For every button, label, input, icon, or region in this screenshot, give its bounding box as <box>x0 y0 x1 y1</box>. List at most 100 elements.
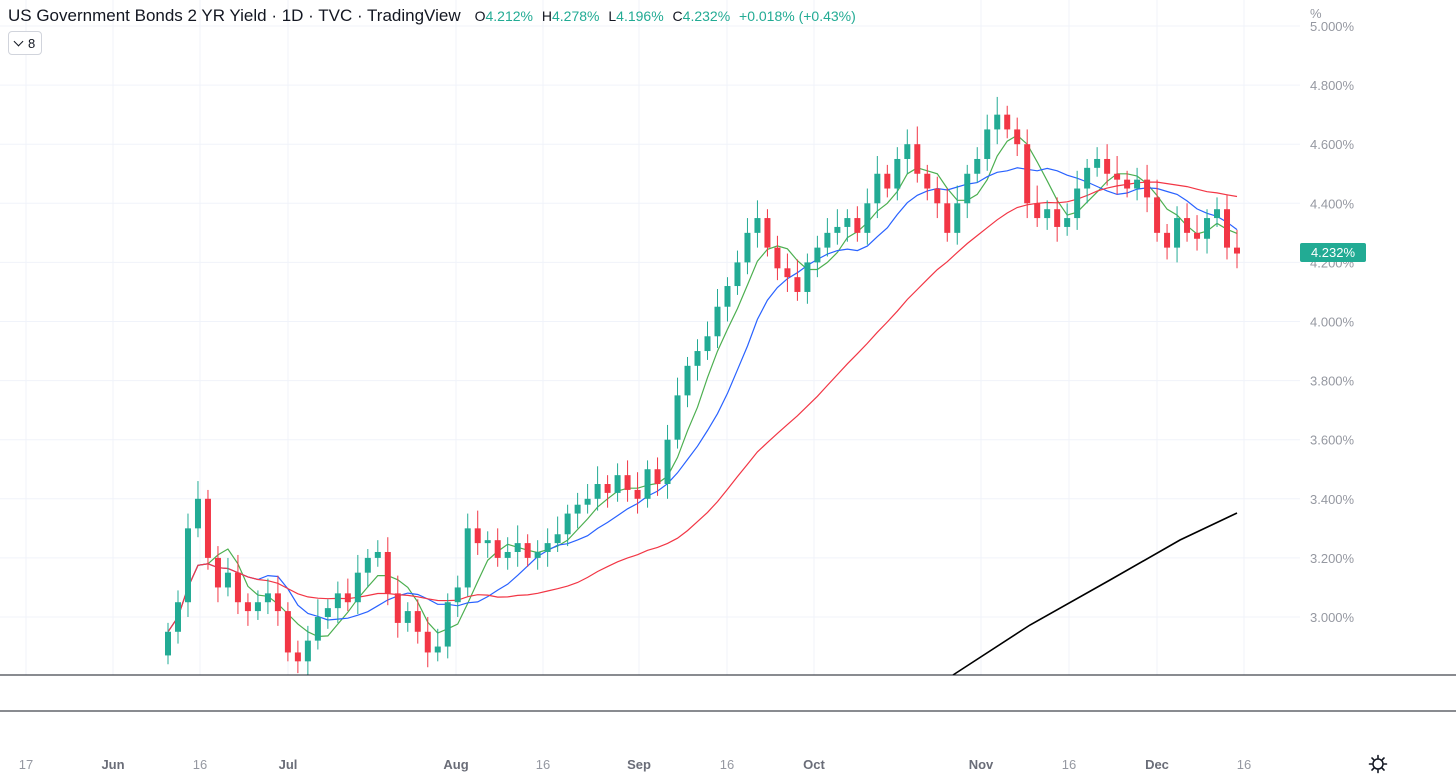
candle-body <box>694 351 701 366</box>
candle-body <box>584 498 591 505</box>
gear-icon[interactable] <box>1368 754 1388 774</box>
candle-body <box>634 489 641 499</box>
candle-body <box>794 277 801 292</box>
candle-body <box>1214 209 1221 219</box>
moving-average-line <box>167 181 1238 633</box>
candle-body <box>1084 167 1091 189</box>
candle-body <box>964 173 971 204</box>
x-tick-label: Nov <box>969 757 994 772</box>
candle-body <box>554 534 561 544</box>
chart-grid <box>0 0 1300 675</box>
price-unit-label: % <box>1310 6 1322 21</box>
y-tick-label: 3.000% <box>1310 610 1355 625</box>
chevron-down-icon <box>13 36 24 47</box>
y-tick-label: 3.400% <box>1310 492 1355 507</box>
candle-body <box>814 247 821 263</box>
candle-body <box>224 572 231 588</box>
y-tick-label: 4.000% <box>1310 315 1355 330</box>
candle-body <box>254 602 261 612</box>
candle-body <box>1094 158 1101 168</box>
candle-body <box>354 572 361 603</box>
candle-body <box>724 286 731 307</box>
candle-body <box>894 158 901 189</box>
candle-body <box>1004 114 1011 130</box>
candle-body <box>1054 209 1061 227</box>
low-value: 4.196% <box>616 8 664 24</box>
svg-text:4.232%: 4.232% <box>1311 245 1356 260</box>
x-tick-label: Aug <box>443 757 468 772</box>
candle-body <box>914 144 921 174</box>
ohlc-values: O4.212% H4.278% L4.196% C4.232% +0.018% … <box>475 8 856 24</box>
candle-body <box>1204 218 1211 239</box>
x-tick-label: 16 <box>720 757 734 772</box>
indicators-toggle-button[interactable]: 8 <box>8 31 43 55</box>
price-axis[interactable]: 3.000%3.200%3.400%3.600%3.800%4.000%4.20… <box>1310 19 1355 625</box>
y-tick-label: 4.800% <box>1310 78 1355 93</box>
candle-body <box>174 602 181 632</box>
candle-body <box>764 218 771 248</box>
candle-body <box>824 232 831 248</box>
candle-body <box>1044 209 1051 219</box>
candle-body <box>804 262 811 292</box>
candle-body <box>564 513 571 535</box>
candle-body <box>744 232 751 263</box>
candle-body <box>754 218 761 233</box>
chart-header: US Government Bonds 2 YR Yield · 1D · TV… <box>8 6 856 26</box>
time-axis[interactable]: 17 Jun 16 Jul Aug 16 Sep 16 Oct Nov 16 Dec 16 <box>19 757 1251 772</box>
candle-body <box>974 158 981 174</box>
candle-body <box>1194 232 1201 239</box>
candle-body <box>484 540 491 544</box>
candle-body <box>994 114 1001 130</box>
candle-body <box>264 593 271 603</box>
candle-body <box>734 262 741 287</box>
candle-body <box>1034 203 1041 219</box>
candle-body <box>674 395 681 440</box>
candle-body <box>214 557 221 588</box>
candle-body <box>1134 179 1141 189</box>
x-tick-label: 16 <box>193 757 207 772</box>
candle-body <box>494 540 501 558</box>
x-tick-label: Sep <box>627 757 651 772</box>
candle-body <box>934 188 941 204</box>
candle-body <box>784 268 791 278</box>
candle-body <box>1104 158 1111 174</box>
moving-average-line <box>952 512 1238 676</box>
candle-body <box>454 587 461 603</box>
candle-body <box>344 593 351 603</box>
candle-body <box>464 528 471 588</box>
candle-body <box>1014 129 1021 145</box>
candle-body <box>664 439 671 485</box>
candle-body <box>1234 247 1240 254</box>
candle-body <box>924 173 931 189</box>
candle-body <box>414 611 421 632</box>
candle-body <box>594 484 601 499</box>
change-value: +0.018% (+0.43%) <box>739 8 856 24</box>
candle-body <box>314 617 321 641</box>
candle-body <box>604 484 611 493</box>
candle-body <box>334 593 341 609</box>
candle-body <box>165 631 171 656</box>
low-label: L <box>608 8 617 24</box>
candle-body <box>394 593 401 623</box>
y-tick-label: 4.400% <box>1310 196 1355 211</box>
candle-body <box>574 504 581 514</box>
candle-body <box>304 640 311 662</box>
candle-body <box>774 247 781 269</box>
symbol-title[interactable]: US Government Bonds 2 YR Yield · 1D · TV… <box>8 6 461 25</box>
candle-body <box>714 306 721 337</box>
candlestick-series <box>165 96 1240 675</box>
x-tick-label: Dec <box>1145 757 1169 772</box>
candle-body <box>624 475 631 490</box>
candle-body <box>504 551 511 558</box>
candle-body <box>544 543 551 552</box>
candle-body <box>534 551 541 558</box>
candle-body <box>204 498 211 558</box>
candle-body <box>184 528 191 603</box>
candle-body <box>1074 188 1081 219</box>
candle-body <box>294 652 301 662</box>
candle-body <box>984 129 991 159</box>
high-value: 4.278% <box>551 8 600 24</box>
candle-body <box>904 144 911 159</box>
candle-body <box>1224 209 1231 248</box>
